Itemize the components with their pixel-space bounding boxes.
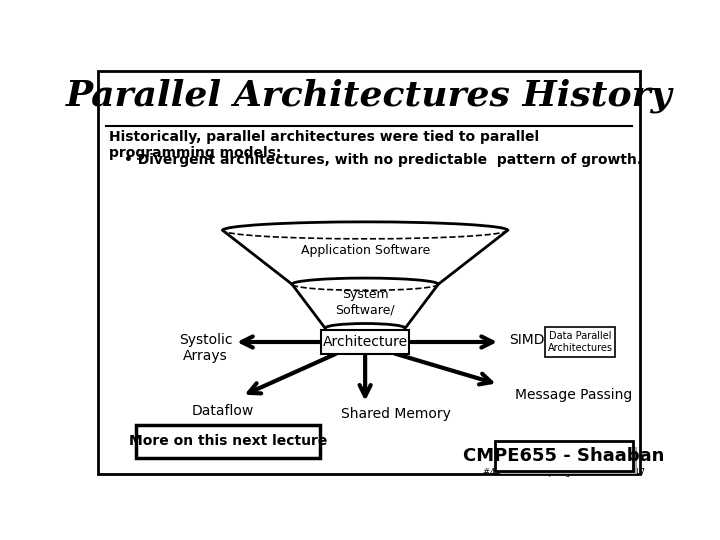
Text: Message Passing: Message Passing	[516, 388, 633, 402]
Text: Historically, parallel architectures were tied to parallel
programming models:: Historically, parallel architectures wer…	[109, 130, 539, 160]
Text: SIMD: SIMD	[509, 334, 544, 347]
Bar	[500, 447, 637, 475]
Text: #42  lec # 1   Spring 2017   1-24-2017: #42 lec # 1 Spring 2017 1-24-2017	[482, 468, 645, 477]
Text: Systolic
Arrays: Systolic Arrays	[179, 333, 233, 363]
FancyBboxPatch shape	[495, 441, 633, 470]
Text: Architecture: Architecture	[323, 335, 408, 349]
Text: System
Software/: System Software/	[336, 288, 395, 316]
Text: Parallel Architectures History: Parallel Architectures History	[66, 79, 672, 113]
FancyBboxPatch shape	[321, 330, 409, 354]
Text: CMPE655 - Shaaban: CMPE655 - Shaaban	[463, 447, 665, 465]
Text: Application Software: Application Software	[300, 244, 430, 257]
Text: Data Parallel
Architectures: Data Parallel Architectures	[547, 331, 613, 353]
Text: Shared Memory: Shared Memory	[341, 408, 451, 421]
Text: • Divergent architectures, with no predictable  pattern of growth.: • Divergent architectures, with no predi…	[124, 153, 642, 167]
FancyBboxPatch shape	[545, 327, 615, 356]
FancyBboxPatch shape	[137, 425, 320, 457]
Text: Dataflow: Dataflow	[192, 403, 254, 417]
Text: More on this next lecture: More on this next lecture	[130, 434, 328, 448]
